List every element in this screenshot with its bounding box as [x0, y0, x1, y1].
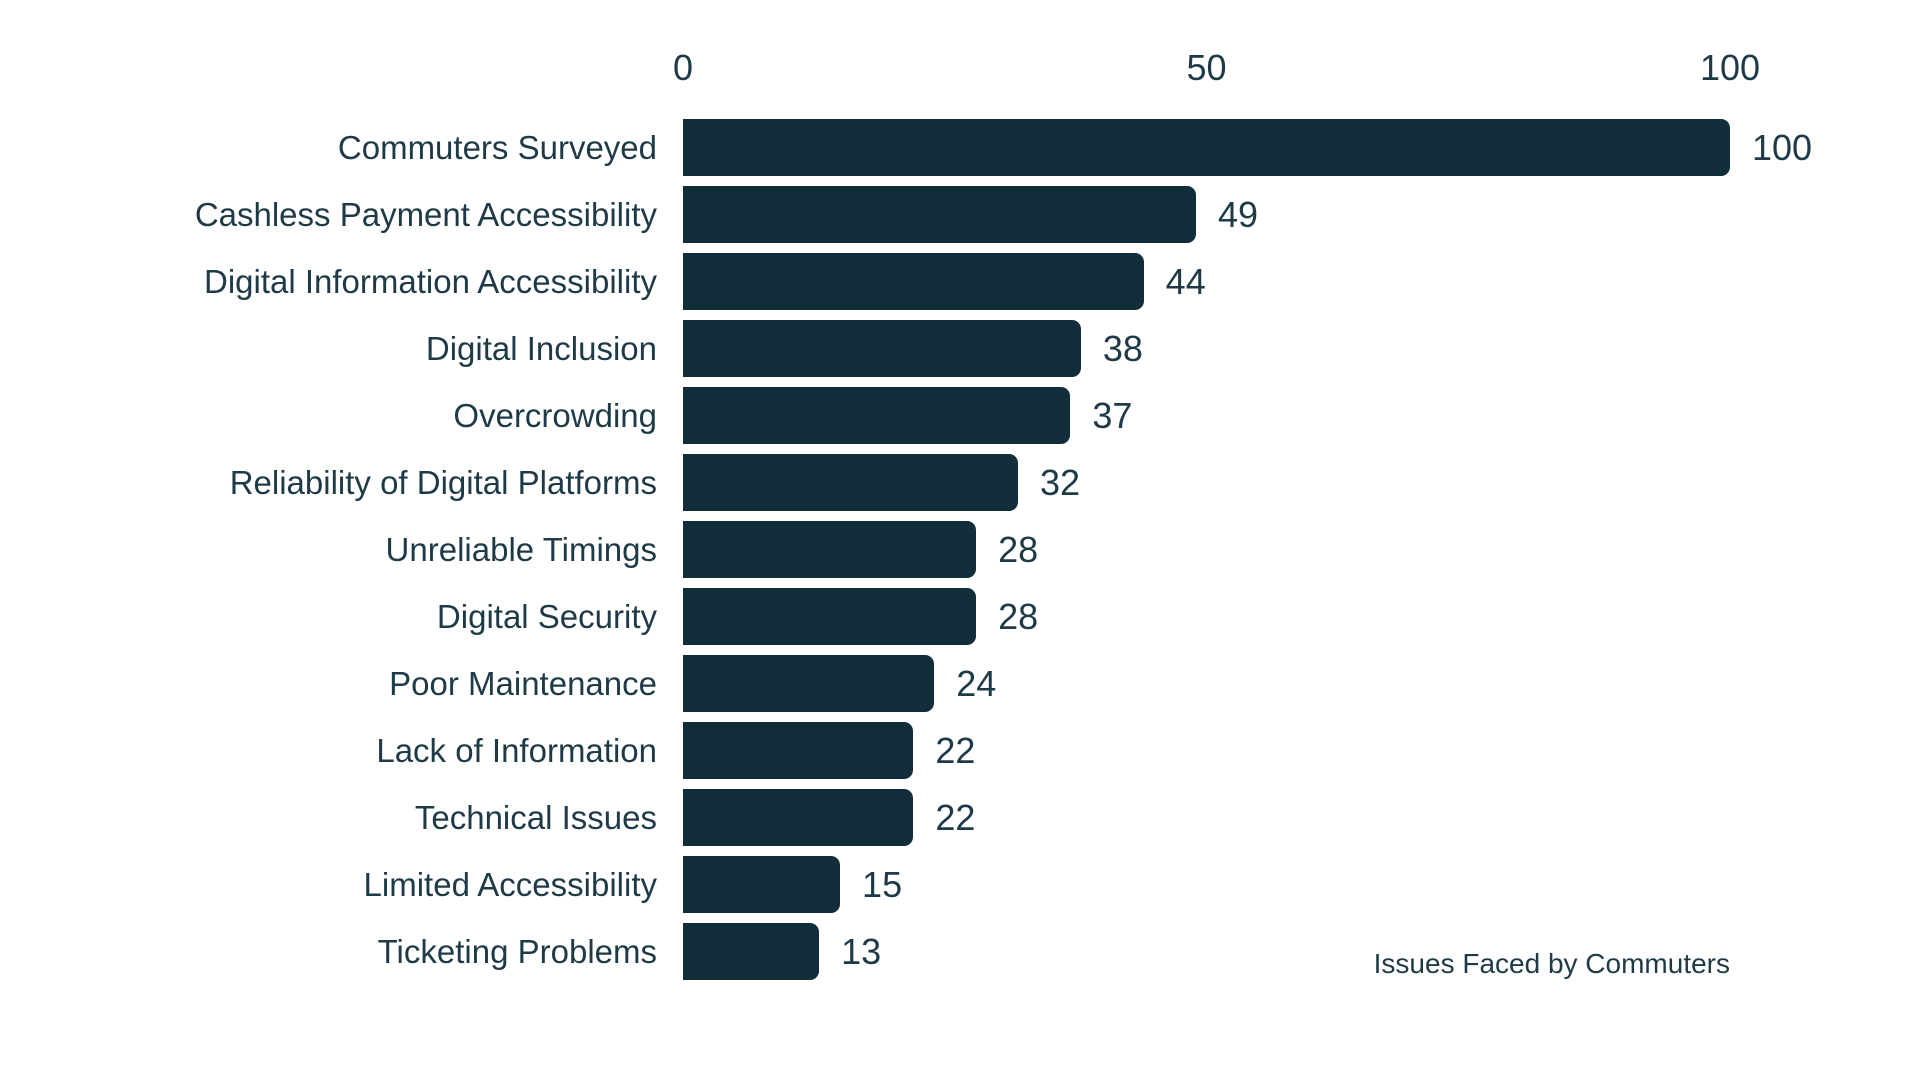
- bar-row: Lack of Information 22: [0, 722, 1812, 779]
- bar-row: Overcrowding 37: [0, 387, 1812, 444]
- category-label: Poor Maintenance: [389, 664, 657, 702]
- bar-row: Ticketing Problems 13: [0, 923, 1812, 980]
- bar-rows: Commuters Surveyed 100 Cashless Payment …: [0, 119, 1812, 980]
- category-label: Cashless Payment Accessibility: [194, 195, 657, 233]
- bar: [683, 789, 914, 846]
- category-label: Technical Issues: [414, 798, 657, 836]
- category-label: Digital Security: [436, 597, 657, 635]
- category-label: Commuters Surveyed: [337, 128, 657, 166]
- bar-row: Technical Issues 22: [0, 789, 1812, 846]
- bar-row: Cashless Payment Accessibility 49: [0, 186, 1812, 243]
- bar: [683, 454, 1019, 511]
- category-label: Limited Accessibility: [363, 865, 657, 903]
- value-label: 49: [1218, 193, 1259, 235]
- bar-row: Digital Inclusion 38: [0, 320, 1812, 377]
- category-label: Reliability of Digital Platforms: [229, 463, 657, 501]
- value-label: 24: [956, 662, 997, 704]
- x-axis-tick-label: 50: [1186, 47, 1227, 88]
- bar: [683, 588, 977, 645]
- bar: [683, 856, 841, 913]
- bar-row: Reliability of Digital Platforms 32: [0, 454, 1812, 511]
- bar-row: Unreliable Timings 28: [0, 521, 1812, 578]
- category-label: Digital Inclusion: [425, 329, 657, 367]
- category-label: Lack of Information: [376, 731, 657, 769]
- bar: [683, 722, 914, 779]
- chart-title: Issues Faced by Commuters: [1373, 948, 1730, 979]
- category-label: Digital Information Accessibility: [203, 262, 657, 300]
- value-label: 32: [1040, 461, 1081, 503]
- value-label: 22: [935, 729, 976, 771]
- bar: [683, 186, 1197, 243]
- category-label: Unreliable Timings: [385, 530, 657, 568]
- bar-row: Commuters Surveyed 100: [0, 119, 1812, 176]
- value-label: 13: [841, 930, 882, 972]
- category-label: Overcrowding: [453, 396, 657, 434]
- bar-row: Digital Security 28: [0, 588, 1812, 645]
- bar: [683, 387, 1071, 444]
- value-label: 28: [998, 528, 1039, 570]
- category-label: Ticketing Problems: [377, 932, 657, 970]
- value-label: 28: [998, 595, 1039, 637]
- value-label: 37: [1092, 394, 1133, 436]
- value-label: 100: [1752, 126, 1813, 168]
- bar: [683, 320, 1081, 377]
- bar-row: Limited Accessibility 15: [0, 856, 1812, 913]
- x-axis-tick-label: 100: [1699, 47, 1761, 88]
- value-label: 44: [1165, 260, 1206, 302]
- bar: [683, 923, 820, 980]
- value-label: 22: [935, 796, 976, 838]
- bar-row: Digital Information Accessibility 44: [0, 253, 1812, 310]
- x-axis-tick-label: 0: [672, 47, 694, 88]
- bar: [683, 253, 1144, 310]
- bar: [683, 655, 935, 712]
- value-label: 38: [1102, 327, 1143, 369]
- bar-row: Poor Maintenance 24: [0, 655, 1812, 712]
- value-label: 15: [862, 863, 903, 905]
- bar: [683, 521, 977, 578]
- bar: [683, 119, 1730, 176]
